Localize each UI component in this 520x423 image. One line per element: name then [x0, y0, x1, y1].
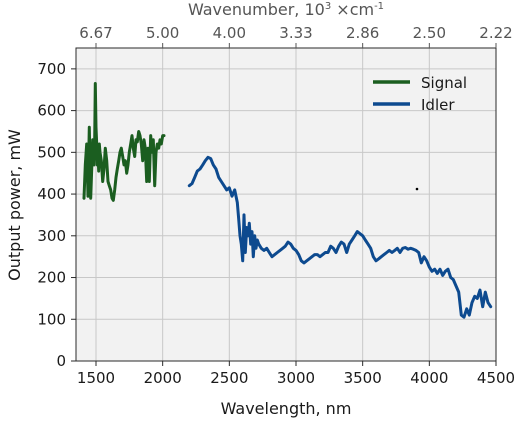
gridlines [76, 48, 497, 362]
top-tick-label: 3.33 [279, 24, 312, 42]
y-tick-label: 200 [37, 269, 66, 287]
top-axis-label-unit: ×cm [331, 0, 374, 19]
y-tick-label: 700 [37, 60, 66, 78]
legend-label-idler: Idler [421, 96, 455, 114]
x-axis-ticks: 1500 2000 2500 3000 3500 4000 4500 [77, 361, 515, 387]
legend-label-signal: Signal [421, 74, 467, 92]
top-tick-label: 2.22 [479, 24, 512, 42]
x-tick-label: 3000 [277, 369, 315, 387]
top-axis-label-unit-exp: -1 [374, 1, 384, 12]
x-tick-label: 4000 [410, 369, 448, 387]
top-tick-label: 2.50 [413, 24, 446, 42]
top-tick-label: 6.67 [79, 24, 112, 42]
top-tick-label: 5.00 [146, 24, 179, 42]
y-axis-ticks: 0 100 200 300 400 500 600 700 [37, 60, 76, 370]
y-axis-label: Output power, mW [5, 129, 24, 281]
x-tick-label: 4500 [477, 369, 515, 387]
top-axis-label-base: Wavenumber, 10 [188, 0, 325, 19]
x-tick-label: 1500 [77, 369, 115, 387]
top-axis-ticks: 6.67 5.00 4.00 3.33 2.86 2.50 2.22 [79, 24, 513, 48]
legend: Signal Idler [373, 74, 467, 114]
x-tick-label: 2000 [144, 369, 182, 387]
plot-frame [75, 47, 497, 362]
y-tick-label: 0 [56, 352, 66, 370]
y-tick-label: 500 [37, 143, 66, 161]
series-lines [82, 82, 493, 319]
y-tick-label: 600 [37, 102, 66, 120]
cursor-dot [415, 187, 419, 191]
series-line-idler [187, 155, 493, 319]
y-tick-label: 300 [37, 227, 66, 245]
top-axis-label-exp: 3 [325, 1, 331, 12]
x-axis-label: Wavelength, nm [221, 399, 352, 418]
top-tick-label: 2.86 [346, 24, 379, 42]
y-tick-label: 400 [37, 185, 66, 203]
top-axis-label: Wavenumber, 103 ×cm-1 [188, 0, 384, 19]
plot-background [76, 48, 496, 361]
y-tick-label: 100 [37, 310, 66, 328]
x-tick-label: 3500 [344, 369, 382, 387]
top-tick-label: 4.00 [213, 24, 246, 42]
series-line-signal [82, 82, 166, 202]
x-tick-label: 2500 [210, 369, 248, 387]
